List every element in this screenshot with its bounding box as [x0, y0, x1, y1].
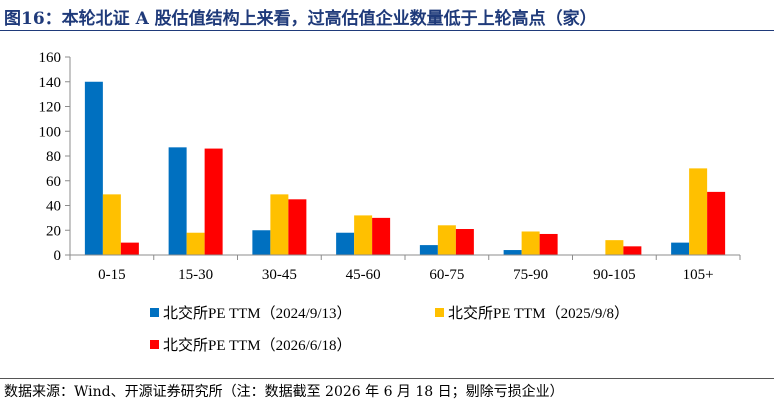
y-tick-label-40: 40 [46, 199, 61, 215]
y-tick-label-100: 100 [39, 124, 62, 140]
bar-s2-105+ [689, 168, 708, 255]
y-tick-label-160: 160 [39, 50, 62, 66]
y-tick-label-140: 140 [39, 75, 62, 91]
bar-s3-60-75 [455, 229, 474, 255]
bar-s2-60-75 [437, 225, 456, 255]
bar-s2-0-15 [102, 194, 121, 255]
x-tick-label-0-15: 0-15 [98, 267, 126, 283]
bars-layer [84, 81, 726, 255]
x-tick-label-45-60: 45-60 [346, 267, 381, 283]
data-source-note: 数据来源：Wind、开源证券研究所（注：数据截至 2026 年 6 月 18 日… [4, 384, 564, 400]
bar-s1-30-45 [252, 230, 271, 255]
y-tick-label-60: 60 [46, 174, 61, 190]
x-tick-label-30-45: 30-45 [262, 267, 297, 283]
y-tick-label-0: 0 [54, 248, 62, 264]
legend-swatch-3 [150, 340, 159, 349]
bar-s2-90-105 [605, 240, 624, 255]
bar-s3-75-90 [539, 233, 558, 255]
title-divider [0, 30, 774, 31]
bar-s1-45-60 [336, 232, 355, 255]
bar-s3-105+ [707, 191, 726, 255]
bar-chart: 0 20 40 60 80 100 120 140 160 0-15 15-30 30-45 45-60… [39, 50, 741, 354]
bar-s2-75-90 [521, 231, 540, 255]
y-tick-label-20: 20 [46, 223, 61, 239]
legend-label-3: 北交所PE TTM（2026/6/18） [163, 336, 351, 354]
x-tick-label-105+: 105+ [683, 267, 714, 283]
bar-s1-75-90 [503, 250, 522, 255]
bar-s2-15-30 [186, 232, 205, 255]
y-tick-label-80: 80 [46, 149, 61, 165]
bar-s3-15-30 [204, 148, 223, 255]
bar-s1-105+ [671, 242, 690, 255]
legend-label-1: 北交所PE TTM（2024/9/13） [163, 304, 351, 322]
bar-s1-0-15 [84, 81, 103, 255]
x-tick-label-60-75: 60-75 [429, 267, 464, 283]
bar-s1-60-75 [419, 245, 438, 255]
bar-s3-45-60 [372, 217, 391, 255]
figure-title: 图16：本轮北证 A 股估值结构上来看，过高估值企业数量低于上轮高点（家） [4, 9, 597, 29]
bar-s3-0-15 [120, 242, 139, 255]
x-tick-label-90-105: 90-105 [593, 267, 636, 283]
source-divider [0, 378, 774, 379]
legend: 北交所PE TTM（2024/9/13） 北交所PE TTM（2025/9/8） 北… [150, 304, 629, 354]
legend-swatch-2 [435, 308, 444, 317]
legend-swatch-1 [150, 308, 159, 317]
bar-s1-15-30 [168, 147, 187, 255]
x-tick-label-15-30: 15-30 [178, 267, 213, 283]
bar-s3-30-45 [288, 199, 307, 255]
bar-s2-30-45 [270, 194, 289, 255]
legend-label-2: 北交所PE TTM（2025/9/8） [448, 304, 629, 322]
axes-layer: 0 20 40 60 80 100 120 140 160 0-15 15-30 30-45 45-60… [39, 50, 741, 283]
y-tick-label-120: 120 [39, 100, 62, 116]
bar-s2-45-60 [354, 215, 373, 255]
x-tick-label-75-90: 75-90 [513, 267, 548, 283]
bar-s3-90-105 [623, 246, 642, 255]
